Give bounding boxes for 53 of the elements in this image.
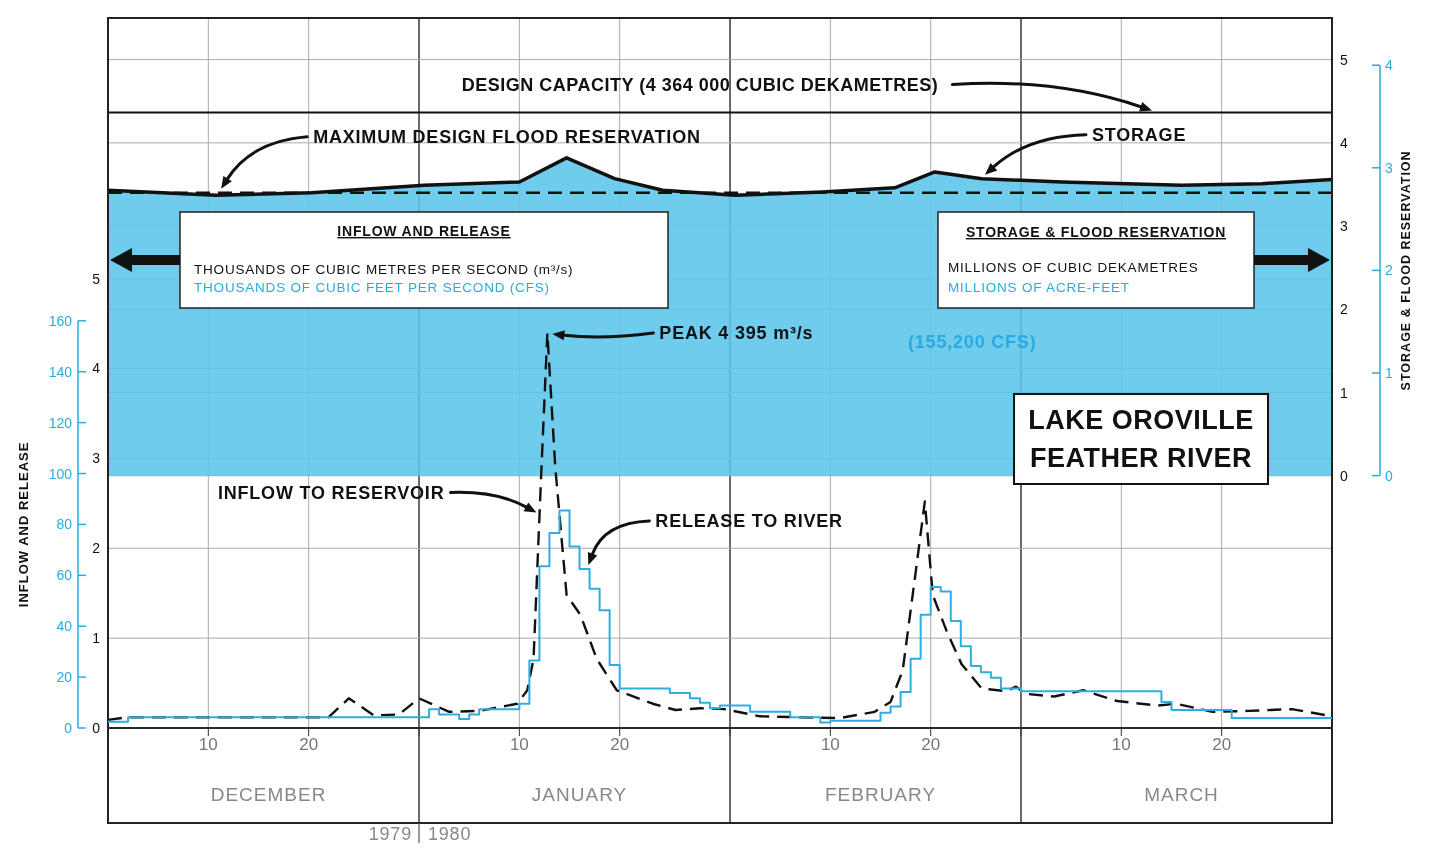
y2-tick-label: 140: [48, 363, 73, 380]
y-tick-label: 3: [1340, 218, 1348, 235]
annotation: PEAK 4 395 m³/s: [659, 323, 814, 344]
y-tick-label: 1: [1340, 384, 1348, 401]
y2-tick-label: 20: [56, 669, 73, 686]
y-tick-label: 5: [92, 270, 101, 287]
y2-tick-label: 60: [56, 567, 73, 584]
y2-tick-label: 1: [1385, 365, 1393, 381]
y-tick-label: 2: [92, 540, 101, 557]
x2-tick-label: FEBRUARY: [824, 784, 937, 805]
text: LAKE OROVILLE FEATHER RIVER: [1013, 393, 1269, 485]
x-tick-label: 20: [610, 735, 630, 755]
y2-tick-label: 100: [48, 465, 73, 482]
y-tick-label: 5: [1340, 51, 1348, 68]
y2-tick-label: 120: [48, 414, 73, 431]
annotation: STORAGE: [1091, 124, 1187, 145]
x2-tick-label: MARCH: [1144, 784, 1219, 805]
x2-tick-label: JANUARY: [531, 784, 628, 805]
x-tick-label: 10: [1111, 735, 1131, 755]
y2-tick-label: 160: [48, 312, 73, 329]
annotation: MILLIONS OF CUBIC DEKAMETRES: [948, 260, 1199, 275]
y-tick-label: 1: [92, 630, 101, 647]
x-tick-label: 20: [299, 735, 319, 755]
x-tick-label: 10: [198, 735, 218, 755]
x-tick-label: 10: [509, 735, 529, 755]
annotation: (155,200 CFS): [908, 332, 1037, 352]
x2-tick-label: DECEMBER: [210, 784, 327, 805]
y2-tick-label: 40: [56, 618, 73, 635]
ref-line-label: DESIGN CAPACITY (4 364 000 CUBIC DEKAMETRES): [461, 74, 939, 95]
y-tick-label: 0: [92, 719, 101, 736]
x-tick-label: 10: [820, 735, 840, 755]
y2-axis-title: STORAGE & FLOOD RESERVATION: [1399, 150, 1413, 391]
annotation: INFLOW AND RELEASE: [337, 223, 511, 239]
annotation: THOUSANDS OF CUBIC FEET PER SECOND (CFS): [194, 280, 550, 295]
y2-axis-title: INFLOW AND RELEASE: [16, 441, 31, 608]
x-tick-label: 20: [1212, 735, 1232, 755]
annotation: STORAGE & FLOOD RESERVATION: [965, 224, 1227, 240]
y2-tick-label: 80: [56, 516, 73, 533]
x-tick-label: 20: [921, 735, 941, 755]
y-tick-label: 3: [92, 450, 101, 467]
annotation: THOUSANDS OF CUBIC METRES PER SECOND (m³/s): [194, 262, 574, 277]
y-tick-label: 4: [1340, 134, 1348, 151]
y2-tick-label: 3: [1385, 159, 1393, 176]
annotation: MILLIONS OF ACRE-FEET: [948, 280, 1130, 295]
y2-tick-label: 0: [1385, 467, 1393, 484]
y-tick-label: 4: [92, 360, 101, 377]
y2-tick-label: 2: [1385, 262, 1393, 279]
text: 1979: [368, 824, 412, 844]
y-tick-label: 0: [1340, 467, 1348, 484]
text: 1980: [428, 824, 472, 844]
y2-tick-label: 4: [1385, 57, 1393, 74]
y2-tick-label: 0: [64, 720, 73, 736]
y-tick-label: 2: [1340, 301, 1348, 318]
